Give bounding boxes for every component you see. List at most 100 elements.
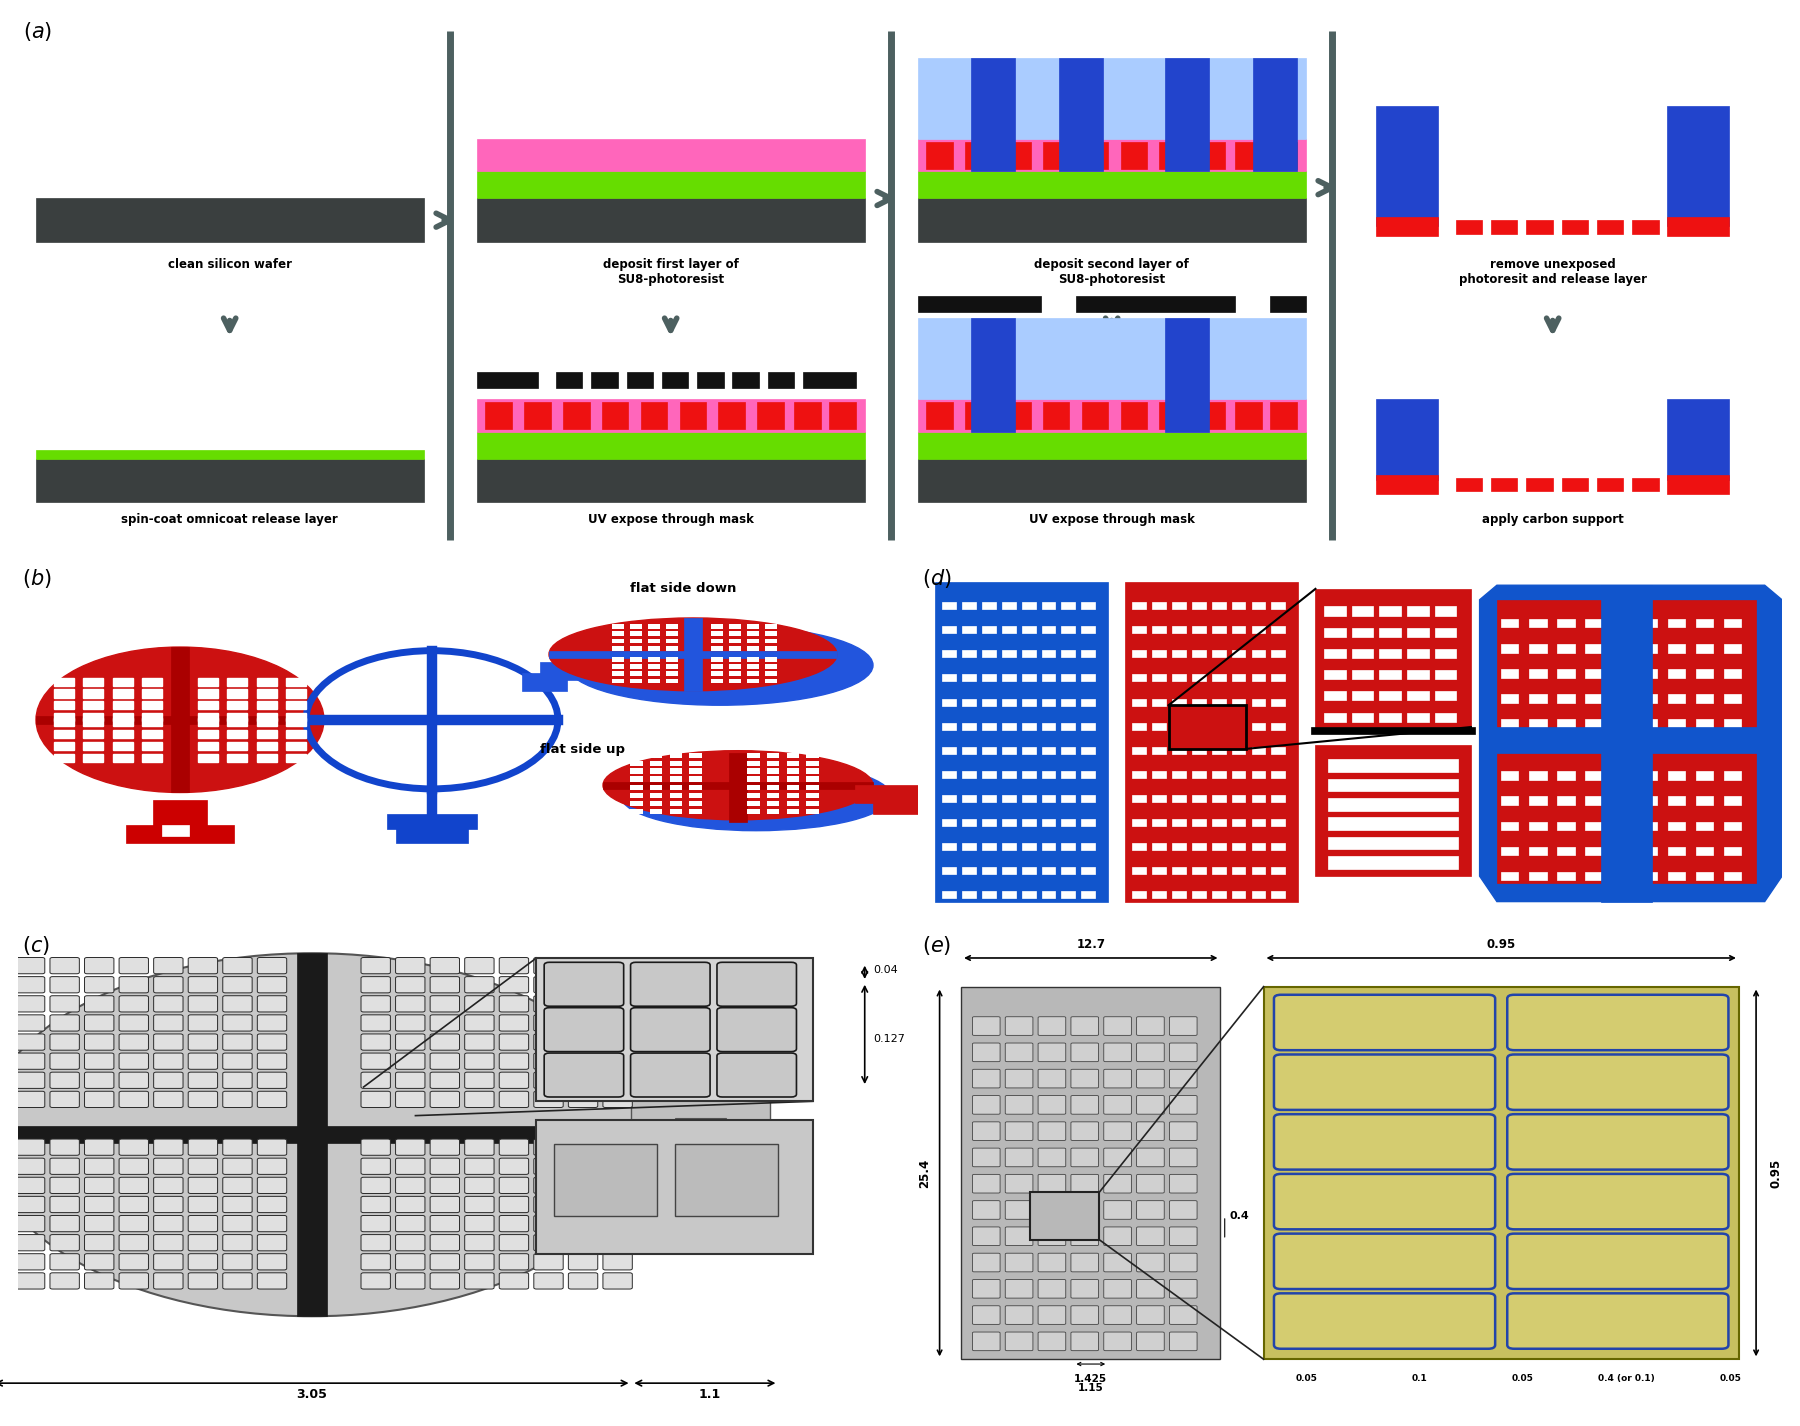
FancyBboxPatch shape <box>569 1034 598 1050</box>
FancyBboxPatch shape <box>1004 1279 1033 1298</box>
Bar <box>1211 723 1226 730</box>
Bar <box>36 716 324 723</box>
FancyBboxPatch shape <box>1136 1279 1165 1298</box>
FancyBboxPatch shape <box>50 1034 79 1050</box>
Bar <box>1379 627 1400 637</box>
Bar <box>1251 770 1265 777</box>
Bar <box>1271 602 1285 609</box>
FancyBboxPatch shape <box>1103 1306 1132 1325</box>
FancyBboxPatch shape <box>499 1215 529 1232</box>
Bar <box>806 801 819 806</box>
FancyBboxPatch shape <box>223 1158 252 1175</box>
Bar <box>36 459 423 502</box>
Bar <box>1377 475 1438 493</box>
Bar <box>1640 847 1656 856</box>
FancyBboxPatch shape <box>16 957 45 974</box>
FancyBboxPatch shape <box>1004 1070 1033 1088</box>
FancyBboxPatch shape <box>119 1215 148 1232</box>
Bar <box>1042 674 1055 682</box>
Bar <box>650 760 662 766</box>
FancyBboxPatch shape <box>1170 1306 1197 1325</box>
Bar <box>983 626 995 633</box>
FancyBboxPatch shape <box>396 1052 425 1070</box>
Bar <box>536 958 814 1101</box>
Bar <box>787 769 799 773</box>
Bar <box>806 753 819 757</box>
Bar <box>1325 713 1346 722</box>
Bar <box>257 689 277 697</box>
Bar <box>1435 606 1456 616</box>
Bar <box>286 677 306 686</box>
FancyBboxPatch shape <box>972 1122 1001 1141</box>
Bar <box>1192 626 1206 633</box>
Bar <box>1251 794 1265 801</box>
Bar <box>1352 627 1373 637</box>
Bar <box>1724 619 1741 627</box>
FancyBboxPatch shape <box>1507 1233 1728 1289</box>
FancyBboxPatch shape <box>535 1253 563 1271</box>
FancyBboxPatch shape <box>603 1215 632 1232</box>
Bar <box>711 672 722 676</box>
Bar <box>927 141 952 168</box>
Bar <box>1165 57 1210 171</box>
FancyBboxPatch shape <box>1039 1148 1066 1166</box>
Bar <box>1325 692 1346 700</box>
FancyBboxPatch shape <box>85 1139 113 1155</box>
Bar <box>1352 606 1373 616</box>
Bar <box>666 672 677 676</box>
Bar <box>983 699 995 706</box>
Bar <box>1192 843 1206 850</box>
Bar <box>1004 402 1031 429</box>
FancyBboxPatch shape <box>1004 1017 1033 1035</box>
FancyBboxPatch shape <box>1136 1017 1165 1035</box>
FancyBboxPatch shape <box>257 957 286 974</box>
Bar <box>806 793 819 799</box>
Bar <box>711 665 722 669</box>
Bar <box>1586 771 1602 780</box>
FancyBboxPatch shape <box>499 1052 529 1070</box>
Bar <box>1152 747 1166 753</box>
Bar <box>1132 770 1147 777</box>
Bar <box>1667 669 1685 677</box>
Bar <box>1310 727 1476 734</box>
FancyBboxPatch shape <box>603 1273 632 1289</box>
Bar <box>1231 650 1246 657</box>
Bar <box>1211 747 1226 753</box>
FancyBboxPatch shape <box>464 995 493 1012</box>
Bar <box>1271 699 1285 706</box>
FancyBboxPatch shape <box>189 957 218 974</box>
FancyBboxPatch shape <box>257 1196 286 1212</box>
Bar <box>1192 674 1206 682</box>
Bar <box>970 57 1015 171</box>
Bar <box>1172 794 1186 801</box>
Bar <box>387 814 477 829</box>
Bar <box>1557 771 1575 780</box>
Bar <box>1557 694 1575 703</box>
FancyBboxPatch shape <box>85 1178 113 1194</box>
FancyBboxPatch shape <box>1004 1201 1033 1219</box>
FancyBboxPatch shape <box>362 1158 391 1175</box>
Bar <box>941 723 956 730</box>
FancyBboxPatch shape <box>85 995 113 1012</box>
Bar <box>153 800 207 829</box>
Bar <box>1456 220 1481 234</box>
Bar <box>689 777 702 781</box>
FancyBboxPatch shape <box>569 1253 598 1271</box>
FancyBboxPatch shape <box>464 1215 493 1232</box>
FancyBboxPatch shape <box>603 1015 632 1031</box>
FancyBboxPatch shape <box>362 1015 391 1031</box>
Bar <box>1211 626 1226 633</box>
FancyBboxPatch shape <box>1039 1201 1066 1219</box>
FancyBboxPatch shape <box>189 1072 218 1088</box>
Bar <box>1042 867 1055 874</box>
FancyBboxPatch shape <box>569 1158 598 1175</box>
Bar <box>1597 220 1624 234</box>
FancyBboxPatch shape <box>1170 1122 1197 1141</box>
Ellipse shape <box>549 617 837 690</box>
FancyBboxPatch shape <box>535 1091 563 1108</box>
Bar <box>1408 627 1429 637</box>
Bar <box>1042 402 1069 429</box>
Bar <box>983 794 995 801</box>
FancyBboxPatch shape <box>1004 1095 1033 1114</box>
Bar <box>227 677 247 686</box>
